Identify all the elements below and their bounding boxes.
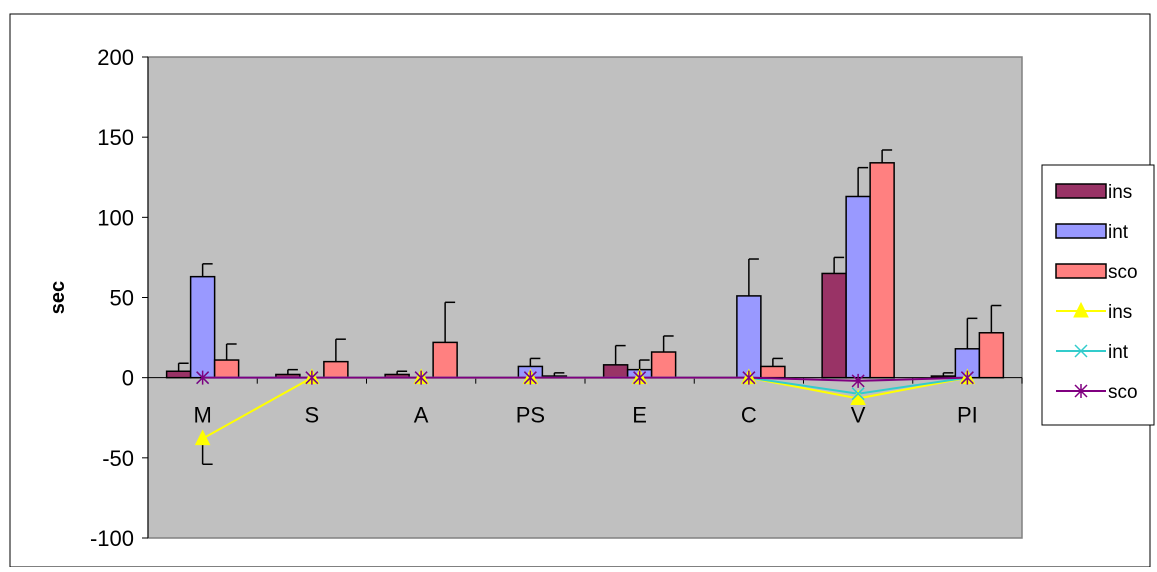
x-category-label: PI	[957, 403, 978, 428]
y-tick-label: -50	[102, 446, 134, 471]
legend-label: sco	[1108, 262, 1138, 283]
y-tick-label: -100	[90, 526, 134, 551]
bar-sco	[979, 333, 1003, 378]
bar-int	[737, 296, 761, 378]
y-tick-label: 0	[122, 366, 134, 391]
legend-swatch-bar-sco	[1056, 264, 1106, 278]
bar-sco	[215, 360, 239, 378]
bar-ins	[167, 371, 191, 377]
x-category-label: M	[193, 403, 211, 428]
bar-ins	[604, 365, 628, 378]
x-category-label: A	[414, 403, 429, 428]
y-axis-title: sec	[47, 281, 69, 314]
y-tick-label: 50	[110, 286, 134, 311]
bar-int	[191, 277, 215, 378]
y-tick-label: 150	[97, 125, 134, 150]
x-category-label: E	[632, 403, 647, 428]
y-tick-label: 200	[97, 45, 134, 70]
legend-label: ins	[1108, 182, 1132, 203]
bar-int	[846, 196, 870, 377]
y-tick-label: 100	[97, 205, 134, 230]
x-category-label: C	[741, 403, 757, 428]
bar-sco	[324, 362, 348, 378]
legend-label: int	[1108, 342, 1129, 363]
legend-label: ins	[1108, 302, 1132, 323]
bar-sco	[652, 352, 676, 378]
legend-label: sco	[1108, 382, 1138, 403]
bar-ins	[822, 273, 846, 377]
bar-sco	[433, 342, 457, 377]
bar-sco	[870, 163, 894, 378]
x-category-label: V	[851, 403, 866, 428]
bar-sco	[761, 366, 785, 377]
legend-swatch-bar-ins	[1056, 184, 1106, 198]
x-category-label: S	[305, 403, 320, 428]
x-category-label: PS	[516, 403, 545, 428]
legend-swatch-bar-int	[1056, 224, 1106, 238]
legend-label: int	[1108, 222, 1129, 243]
